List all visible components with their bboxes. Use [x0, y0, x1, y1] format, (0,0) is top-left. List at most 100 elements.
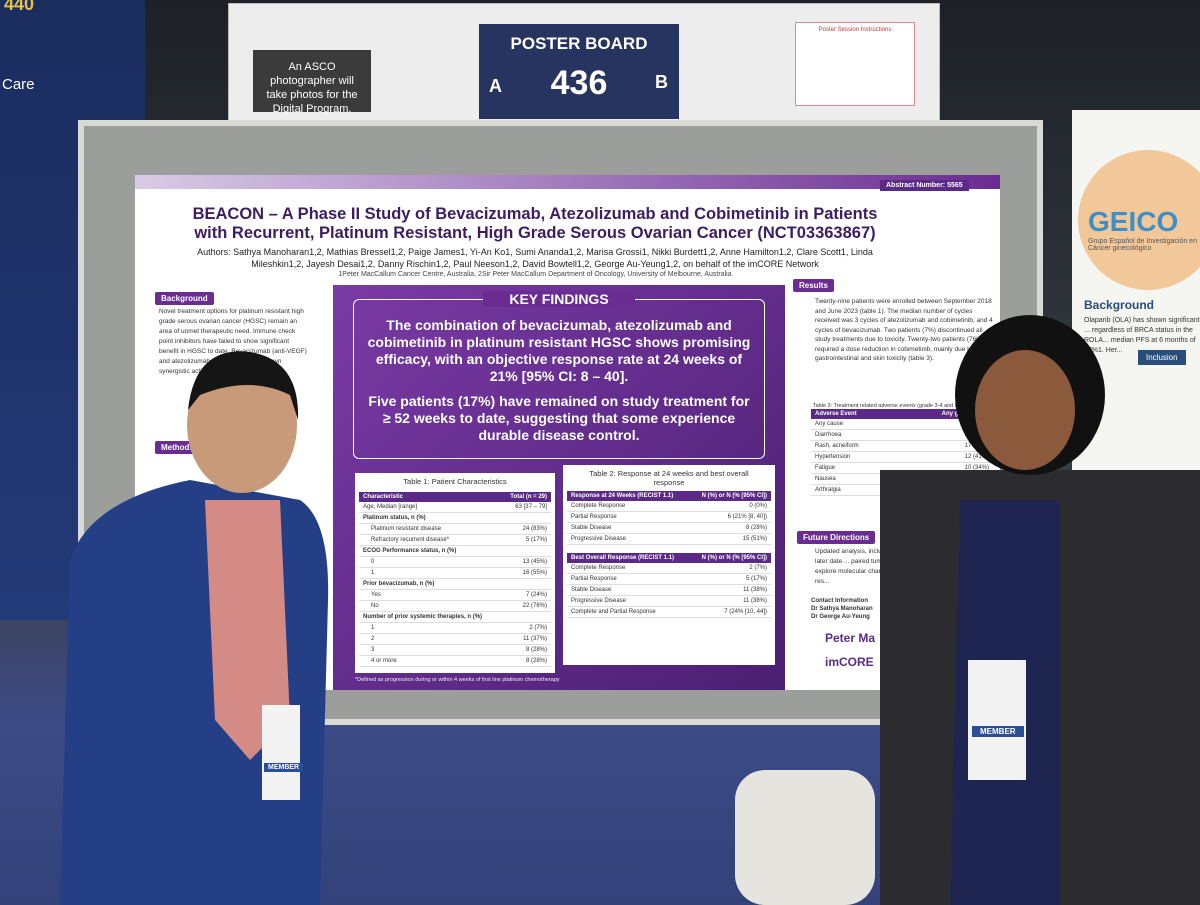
table-cell: Number of prior systemic therapies, n (%… — [363, 614, 483, 620]
board-sign: An ASCO photographer will take photos fo… — [228, 3, 940, 135]
table-cell: Characteristic — [363, 494, 404, 500]
table-cell: No — [371, 603, 379, 609]
key-findings-panel: KEY FINDINGS The combination of bevacizu… — [333, 285, 785, 690]
table-cell: Best Overall Response (RECIST 1.1) — [571, 555, 675, 561]
poster: Abstract Number: 5565 BEACON – A Phase I… — [135, 175, 1000, 690]
woman-face — [975, 350, 1075, 470]
table-cell: 10 (34%) — [964, 465, 989, 471]
contact-block: Contact Information Dr Sathya Manoharan … — [811, 597, 873, 621]
table-cell: Stable Disease — [571, 525, 612, 531]
table-cell: Hypertension — [815, 454, 851, 460]
table-cell: N (%) or N (% [95% CI]) — [701, 555, 767, 561]
table-2-title: Table 2: Response at 24 weeks and best o… — [589, 469, 749, 487]
table-cell: Platinum resistant disease — [371, 526, 442, 532]
side-logo-disc — [1078, 150, 1200, 290]
table-row: Complete Response 2 (7%) — [567, 563, 771, 574]
side-inclusion: Inclusion — [1138, 350, 1186, 365]
table-cell: 8 (28%) — [525, 647, 547, 653]
table-row: Response at 24 Weeks (RECIST 1.1) N (%) o… — [567, 491, 771, 501]
results-heading: Results — [793, 279, 834, 292]
table-2-body: Response at 24 Weeks (RECIST 1.1) N (%) o… — [567, 491, 771, 618]
table-cell: Complete Response — [571, 503, 626, 509]
photographer-note: An ASCO photographer will take photos fo… — [253, 50, 371, 115]
table-cell: Diarrhoea — [815, 432, 842, 438]
table-row: 3 8 (28%) — [359, 645, 551, 656]
table-row: Refractory recurrent disease* 5 (17%) — [359, 535, 551, 546]
table-row: Complete and Partial Response 7 (24% [10,… — [567, 607, 771, 618]
instructions-title: Poster Session Instructions — [818, 27, 892, 33]
table-cell: 11 (38%) — [743, 598, 767, 604]
table-cell: N (%) or N (% [95% CI]) — [701, 493, 767, 499]
table-row: 1 2 (7%) — [359, 623, 551, 634]
chair — [735, 770, 875, 905]
side-logo-subtitle: Grupo Español de Investigación en Cáncer… — [1088, 238, 1197, 252]
table-cell: Partial Response — [571, 514, 617, 520]
table-cell: 4 or more — [371, 658, 397, 664]
table-row: ECOG Performance status, n (%) — [359, 546, 551, 557]
table-cell: 11 (38%) — [743, 587, 767, 593]
table-row: Characteristic Total (n = 29) — [359, 492, 551, 502]
table-cell: 22 (76%) — [522, 603, 547, 609]
table-cell: Yes — [371, 592, 381, 598]
table-row: Platinum resistant disease 24 (83%) — [359, 524, 551, 535]
table-1-footnote: *Defined as progression during or within… — [355, 677, 560, 683]
contact-heading: Contact Information — [811, 598, 868, 604]
table-cell: 3 — [371, 647, 375, 653]
badge-left: MEMBER — [264, 763, 304, 772]
table-row: Hypertension 12 (41%) — [811, 452, 993, 463]
backdrop-text: Care — [2, 76, 35, 93]
logo-petermac: Peter Ma — [825, 631, 876, 645]
side-background-text: Olaparib (OLA) has shown significant ...… — [1084, 317, 1200, 354]
table-row: 0 13 (45%) — [359, 557, 551, 568]
table-row: No 22 (76%) — [359, 601, 551, 612]
key-finding-2: Five patients (17%) have remained on stu… — [368, 393, 750, 443]
table-cell: 6 (21% [8, 40]) — [727, 514, 767, 520]
side-b: B — [655, 72, 668, 92]
abstract-number: Abstract Number: 5565 — [880, 180, 969, 191]
table-row: 1 16 (55%) — [359, 568, 551, 579]
table-row: Partial Response 6 (21% [8, 40]) — [567, 512, 771, 523]
table-row: Complete Response 0 (0%) — [567, 501, 771, 512]
table-row: Partial Response 5 (17%) — [567, 574, 771, 585]
table-row: Stable Disease 8 (28%) — [567, 523, 771, 534]
poster-title: BEACON – A Phase II Study of Bevacizumab… — [192, 205, 878, 242]
results-text: Twenty-nine patients were enrolled betwe… — [815, 298, 993, 362]
side-logo: GEICO — [1088, 206, 1179, 237]
table-row: Progressive Disease 11 (38%) — [567, 596, 771, 607]
background-heading: Background — [155, 292, 214, 305]
affiliations: 1Peter MacCallum Cancer Centre, Australi… — [338, 271, 732, 278]
table-cell: 1 — [371, 625, 375, 631]
table-cell: Progressive Disease — [571, 536, 627, 542]
table-row: Stable Disease 11 (38%) — [567, 585, 771, 596]
table-cell: 5 (17%) — [745, 576, 767, 582]
backdrop-number: 440 — [4, 0, 35, 14]
man-shirt — [205, 500, 290, 760]
table-cell: 24 (83%) — [522, 526, 547, 532]
badge-right: MEMBER — [972, 726, 1024, 737]
table-cell: Adverse Event — [815, 411, 857, 417]
table-3-title: Table 3: Treatment related adverse event… — [812, 403, 992, 409]
table-cell: 1 — [371, 570, 375, 576]
board-number-plate: POSTER BOARD A 436 B — [479, 24, 679, 119]
table-cell: 8 (28%) — [525, 658, 547, 664]
table-cell: 8 (28%) — [745, 525, 767, 531]
table-row: 2 11 (37%) — [359, 634, 551, 645]
table-cell: Age, Median [range] — [363, 504, 418, 510]
table-row: Progressive Disease 15 (51%) — [567, 534, 771, 545]
table-1-title: Table 1: Patient Characteristics — [403, 477, 507, 486]
methods-heading: Methods — [155, 441, 200, 454]
table-cell: Any cause — [815, 421, 844, 427]
table-cell: 11 (37%) — [523, 636, 547, 642]
table-cell: Refractory recurrent disease* — [371, 537, 450, 543]
table-cell: 12 (41%) — [964, 454, 989, 460]
table-cell: Complete Response — [571, 565, 626, 571]
table-cell: Arthralgia — [815, 487, 841, 493]
board-number: 436 — [550, 64, 608, 102]
contact-1: Dr Sathya Manoharan — [811, 606, 873, 612]
man-hair — [188, 351, 299, 420]
table-cell: 2 (7%) — [749, 565, 767, 571]
table-cell: Platinum status, n (%) — [363, 515, 426, 521]
table-cell: 5 (17%) — [525, 537, 547, 543]
table-2: Table 2: Response at 24 weeks and best o… — [563, 465, 775, 665]
